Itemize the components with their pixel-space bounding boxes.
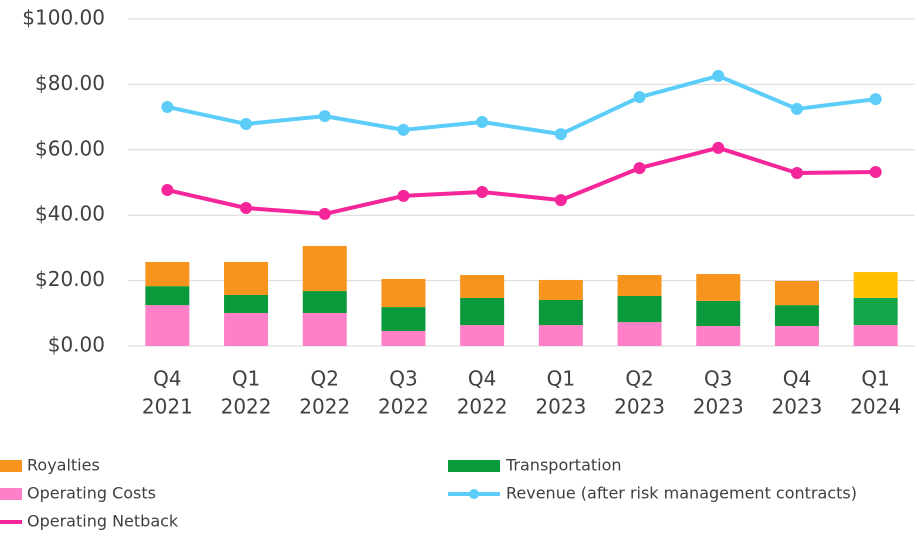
- bar-segment: [696, 274, 741, 301]
- x-tick-label: Q1: [861, 367, 889, 391]
- bar-segment: [302, 312, 347, 346]
- line-marker: [240, 202, 253, 215]
- bar-segment: [381, 307, 426, 331]
- bar-segment: [145, 261, 190, 287]
- bar-segment: [617, 322, 662, 346]
- bar-segment: [460, 297, 505, 326]
- x-tick-label: 2022: [378, 395, 429, 419]
- legend-swatch: [0, 460, 22, 472]
- line-marker: [240, 117, 253, 130]
- y-tick-label: $60.00: [35, 136, 105, 160]
- line-marker: [476, 185, 489, 198]
- line-marker: [161, 100, 174, 113]
- legend-swatch: [448, 460, 500, 472]
- legend-label: Operating Costs: [27, 484, 156, 503]
- bar-segment: [538, 299, 583, 326]
- x-tick-label: 2023: [614, 395, 665, 419]
- x-tick-label: 2024: [850, 395, 901, 419]
- bar-segment: [381, 278, 426, 308]
- x-tick-label: Q4: [783, 367, 811, 391]
- bar-segment: [302, 245, 347, 292]
- line-marker: [633, 162, 646, 175]
- x-tick-label: 2023: [693, 395, 744, 419]
- x-tick-label: Q2: [625, 367, 653, 391]
- x-tick-label: 2022: [457, 395, 508, 419]
- x-tick-label: Q1: [232, 367, 260, 391]
- y-tick-label: $0.00: [48, 333, 105, 357]
- bar-segment: [145, 305, 190, 346]
- line-marker: [554, 128, 567, 141]
- x-tick-label: Q1: [547, 367, 575, 391]
- bar-segment: [224, 294, 269, 313]
- x-tick-label: Q4: [468, 367, 496, 391]
- x-tick-label: 2023: [535, 395, 586, 419]
- line-marker: [318, 110, 331, 123]
- bar-segment: [853, 325, 898, 346]
- bar-segment: [853, 297, 898, 326]
- bar-segment: [853, 272, 898, 298]
- bar-segment: [224, 312, 269, 346]
- y-tick-label: $80.00: [35, 71, 105, 95]
- line-marker: [869, 93, 882, 106]
- line-marker: [318, 207, 331, 220]
- line-marker: [712, 141, 725, 154]
- bar-segment: [774, 305, 819, 327]
- bar-segment: [617, 275, 662, 296]
- line-marker: [869, 166, 882, 179]
- x-tick-label: 2022: [299, 395, 350, 419]
- y-tick-label: $20.00: [35, 267, 105, 291]
- bar-segment: [381, 330, 426, 346]
- x-tick-label: Q2: [311, 367, 339, 391]
- x-tick-label: 2022: [221, 395, 272, 419]
- bar-segment: [224, 261, 269, 295]
- bar-segment: [145, 286, 190, 306]
- legend-swatch: [0, 488, 22, 500]
- legend-label: Revenue (after risk management contracts…: [506, 484, 857, 503]
- bar-segment: [460, 325, 505, 346]
- line: [166, 73, 876, 137]
- legend-label: Transportation: [505, 456, 622, 475]
- bar-segment: [696, 326, 741, 346]
- line-marker: [554, 194, 567, 207]
- bar-segment: [538, 325, 583, 346]
- line-marker: [790, 102, 803, 115]
- line-marker: [476, 116, 489, 129]
- line-marker: [633, 91, 646, 104]
- y-tick-label: $40.00: [35, 202, 105, 226]
- line-marker: [397, 123, 410, 136]
- line: [166, 145, 876, 216]
- x-tick-label: Q3: [704, 367, 732, 391]
- line-marker: [397, 189, 410, 202]
- line-marker: [790, 167, 803, 180]
- legend-label: Royalties: [27, 456, 100, 475]
- bar-segment: [774, 280, 819, 306]
- bar-segment: [696, 300, 741, 327]
- bar-segment: [617, 295, 662, 323]
- bar-segment: [774, 326, 819, 346]
- bar-segment: [538, 279, 583, 300]
- legend-marker: [469, 489, 479, 499]
- y-tick-label: $100.00: [22, 6, 105, 30]
- bar-segment: [460, 275, 505, 298]
- line-marker: [712, 69, 725, 82]
- legend-label: Operating Netback: [27, 512, 179, 531]
- line-marker: [161, 184, 174, 197]
- x-tick-label: 2021: [142, 395, 193, 419]
- x-tick-label: 2023: [771, 395, 822, 419]
- x-tick-label: Q3: [389, 367, 417, 391]
- bar-segment: [302, 291, 347, 313]
- x-tick-label: Q4: [153, 367, 181, 391]
